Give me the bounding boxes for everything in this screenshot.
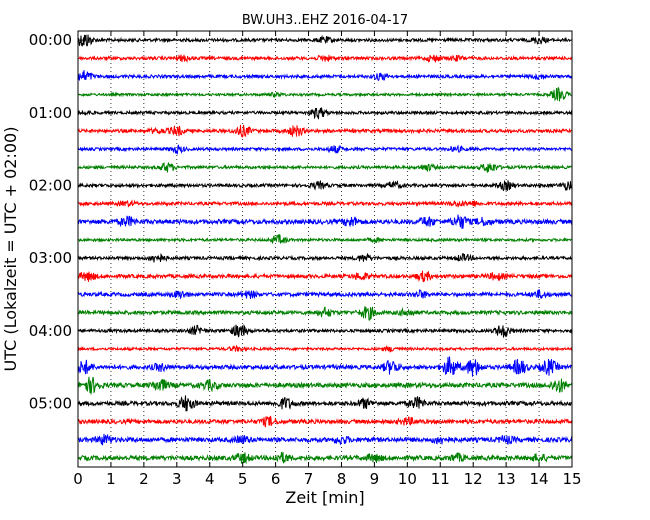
trace-03-45	[77, 306, 573, 321]
trace-03-30	[77, 288, 573, 300]
chart-title: BW.UH3..EHZ 2016-04-17	[242, 13, 408, 28]
x-tick-label: 6	[271, 470, 281, 488]
trace-04-15	[77, 344, 573, 353]
x-tick-label: 11	[431, 470, 450, 488]
trace-01-00	[77, 107, 573, 120]
plot-frame	[77, 30, 573, 468]
trace-02-00	[77, 179, 573, 192]
vertical-grid	[110, 31, 540, 467]
y-tick-label: 02:00	[29, 176, 72, 194]
trace-03-00	[77, 252, 573, 263]
x-tick-label: 0	[73, 470, 83, 488]
x-tick-label: 9	[370, 470, 380, 488]
x-axis-label: Zeit [min]	[285, 488, 364, 507]
x-tick-label: 14	[530, 470, 549, 488]
trace-05-00	[77, 395, 573, 412]
x-tick-label: 4	[205, 470, 215, 488]
y-tick-label: 01:00	[29, 104, 72, 122]
x-tick-label: 13	[497, 470, 516, 488]
trace-02-45	[77, 234, 573, 245]
x-tick-label: 12	[464, 470, 483, 488]
trace-00-45	[77, 87, 573, 102]
trace-00-00	[77, 34, 573, 47]
x-axis-ticks: 0 1 2 3 4 5 6 7 8 9 10 11 12 13 14 15	[73, 31, 582, 488]
x-tick-label: 1	[106, 470, 116, 488]
x-tick-label: 3	[172, 470, 182, 488]
y-tick-label: 03:00	[29, 249, 72, 267]
trace-04-45	[77, 376, 573, 395]
y-tick-label: 05:00	[29, 394, 72, 412]
trace-03-15	[77, 270, 573, 283]
trace-01-15	[77, 124, 573, 138]
y-tick-label: 04:00	[29, 322, 72, 340]
x-tick-label: 8	[337, 470, 347, 488]
trace-05-15	[77, 415, 573, 428]
trace-02-15	[77, 199, 573, 208]
trace-04-30	[77, 356, 573, 377]
seismic-traces	[77, 34, 573, 465]
x-tick-label: 10	[398, 470, 417, 488]
x-tick-label: 2	[139, 470, 149, 488]
y-tick-label: 00:00	[29, 31, 72, 49]
trace-04-00	[77, 324, 573, 338]
x-tick-label: 7	[304, 470, 314, 488]
y-axis-label: UTC (Lokalzeit = UTC + 02:00)	[1, 127, 20, 372]
trace-05-30	[77, 433, 573, 446]
y-axis-ticks: 00:00 01:00 02:00 03:00 04:00 05:00	[29, 31, 83, 412]
trace-00-15	[77, 54, 573, 64]
trace-00-30	[77, 70, 573, 82]
trace-05-45	[77, 451, 573, 465]
x-tick-label: 15	[562, 470, 581, 488]
trace-02-30	[77, 214, 573, 229]
trace-01-30	[77, 144, 573, 155]
trace-01-45	[77, 161, 573, 174]
x-tick-label: 5	[238, 470, 248, 488]
